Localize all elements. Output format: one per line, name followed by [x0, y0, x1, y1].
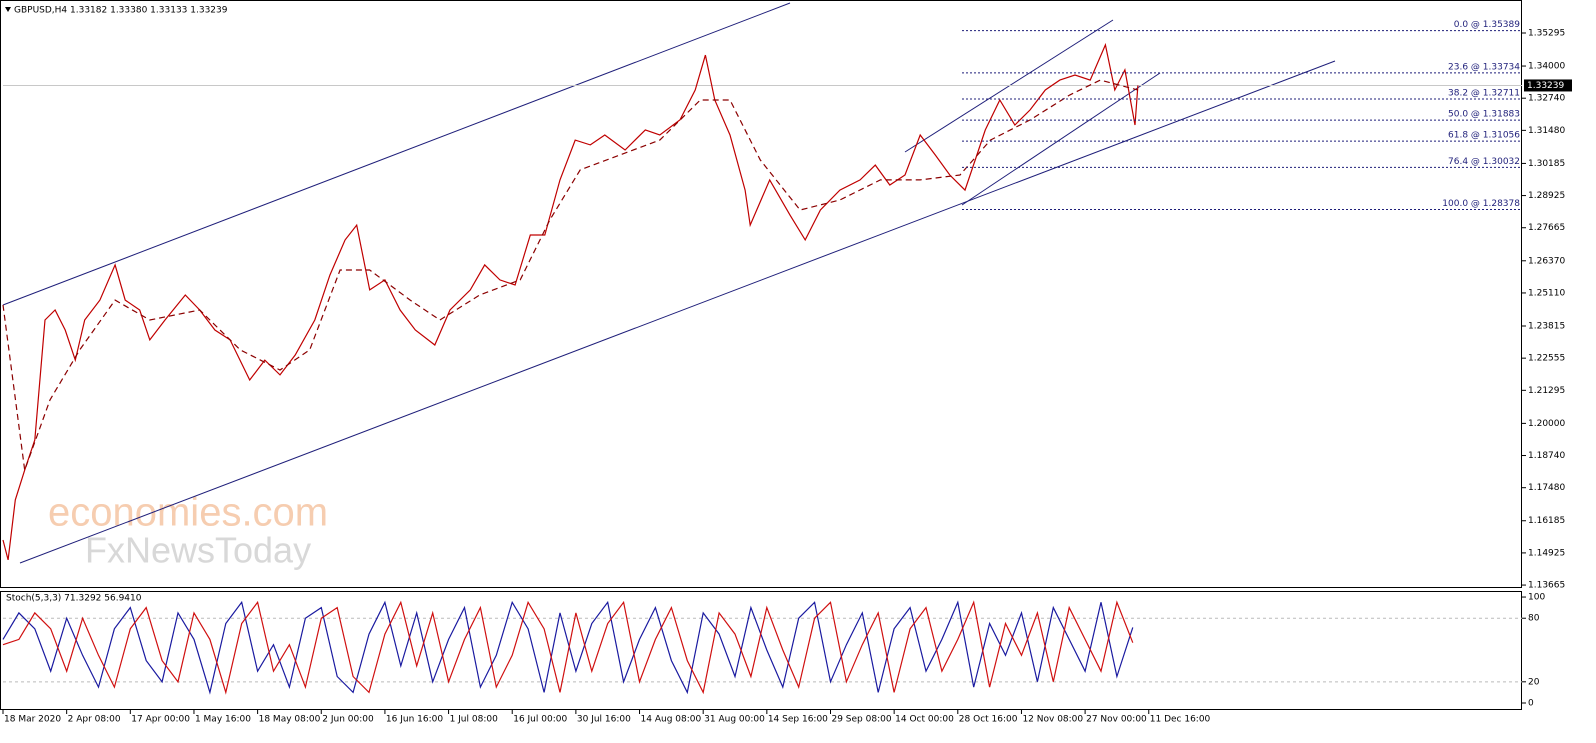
y-tick-label: 1.35295	[1528, 28, 1565, 38]
fib-label: 61.8 @ 1.31056	[1448, 131, 1520, 141]
y-tick-label: 1.13665	[1528, 581, 1565, 591]
last-price-box	[1524, 79, 1572, 92]
y-tick-label: 1.25110	[1528, 288, 1565, 298]
x-tick-label: 27 Nov 00:00	[1086, 715, 1147, 725]
y-tick-label: 0	[1528, 699, 1534, 709]
x-tick-label: 28 Oct 16:00	[959, 715, 1018, 725]
fib-label: 100.0 @ 1.28378	[1442, 199, 1520, 209]
stoch-title: Stoch(5,3,3) 71.3292 56.9410	[6, 594, 142, 604]
x-tick-label: 17 Apr 00:00	[131, 715, 190, 725]
series-line	[2, 42, 1139, 561]
x-tick-label: 11 Dec 16:00	[1150, 715, 1211, 725]
fib-label: 76.4 @ 1.30032	[1448, 157, 1520, 167]
y-tick-label: 1.34000	[1528, 62, 1565, 72]
y-tick-label: 1.18740	[1528, 451, 1565, 461]
y-tick-label: 1.32740	[1528, 94, 1565, 104]
x-tick-label: 29 Sep 08:00	[831, 715, 891, 725]
watermark-partner: FxNewsToday	[85, 530, 311, 571]
rising-channel-lower	[961, 72, 1161, 206]
series-line	[2, 600, 1134, 695]
rising-channel-upper	[904, 19, 1114, 153]
y-tick-label: 1.20000	[1528, 419, 1565, 429]
fib-label: 0.0 @ 1.35389	[1454, 20, 1521, 30]
x-tick-label: 30 Jul 16:00	[577, 715, 631, 725]
y-tick-label: 1.27665	[1528, 223, 1565, 233]
y-tick-label: 1.26370	[1528, 256, 1565, 266]
x-tick-label: 16 Jul 00:00	[513, 715, 567, 725]
watermark-brand: economies.com	[48, 491, 328, 535]
x-tick-label: 12 Nov 08:00	[1022, 715, 1083, 725]
x-tick-label: 16 Jun 16:00	[386, 715, 443, 725]
x-tick-label: 1 Jul 08:00	[450, 715, 499, 725]
y-tick-label: 100	[1528, 593, 1545, 603]
x-tick-label: 14 Aug 08:00	[641, 715, 702, 725]
x-tick-label: 2 Apr 08:00	[68, 715, 121, 725]
fib-label: 38.2 @ 1.32711	[1448, 88, 1520, 98]
y-tick-label: 80	[1528, 614, 1540, 624]
last-price-label: 1.33239	[1527, 81, 1564, 91]
y-tick-label: 20	[1528, 677, 1540, 687]
series-line	[2, 600, 1134, 695]
x-tick-label: 14 Oct 00:00	[895, 715, 954, 725]
x-tick-label: 18 Mar 2020	[4, 715, 61, 725]
menu-arrow	[5, 7, 11, 12]
x-tick-label: 14 Sep 16:00	[768, 715, 828, 725]
y-tick-label: 1.23815	[1528, 322, 1565, 332]
trend-lines	[2, 2, 1336, 564]
y-tick-label: 1.16185	[1528, 516, 1565, 526]
channel-lower	[19, 60, 1336, 564]
x-tick-label: 18 May 08:00	[259, 715, 321, 725]
fib-label: 23.6 @ 1.33734	[1448, 62, 1520, 72]
x-tick-label: 31 Aug 00:00	[704, 715, 765, 725]
y-tick-label: 1.30185	[1528, 159, 1565, 169]
chart-title: GBPUSD,H4 1.33182 1.33380 1.33133 1.3323…	[14, 6, 228, 16]
channel-upper	[2, 2, 791, 306]
x-tick-label: 2 Jun 00:00	[322, 715, 374, 725]
y-tick-label: 1.31480	[1528, 126, 1565, 136]
y-tick-label: 1.28925	[1528, 191, 1565, 201]
stoch-frame	[0, 591, 1522, 710]
x-tick-label: 1 May 16:00	[195, 715, 251, 725]
y-tick-label: 1.14925	[1528, 548, 1565, 558]
y-tick-label: 1.21295	[1528, 386, 1565, 396]
y-tick-label: 1.22555	[1528, 354, 1565, 364]
fib-label: 50.0 @ 1.31883	[1448, 110, 1520, 120]
main-frame	[0, 0, 1522, 588]
series-line	[2, 79, 1139, 471]
y-tick-label: 1.17480	[1528, 483, 1565, 493]
